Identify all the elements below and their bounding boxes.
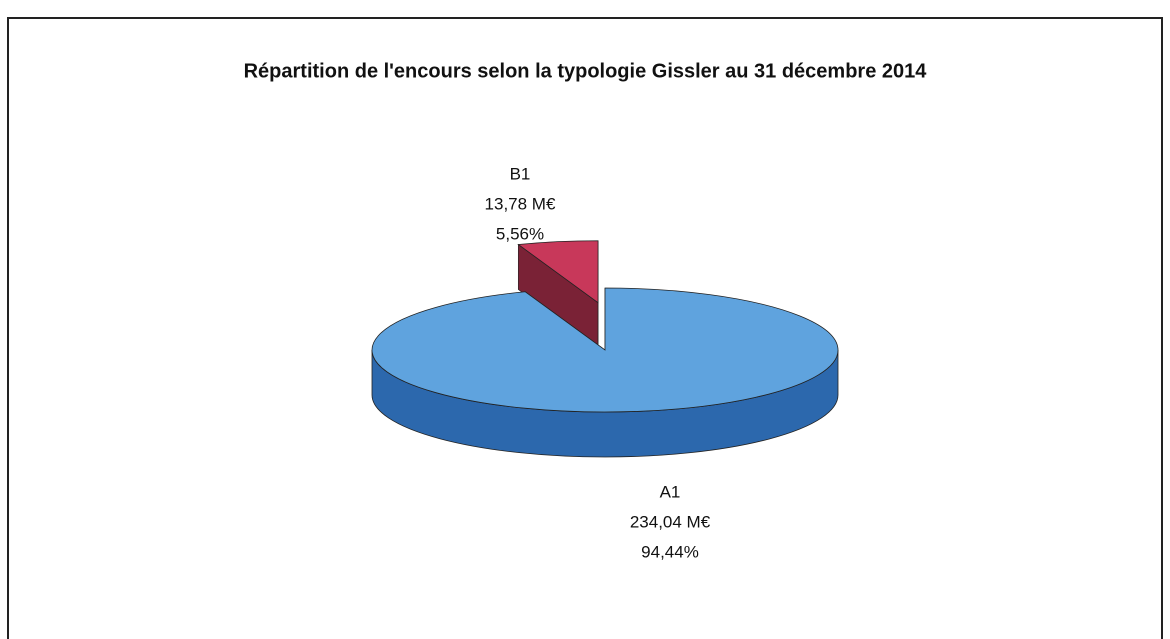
slice [371,287,839,413]
percent-label: 94,44% [641,542,699,561]
slice-label: B1 [510,164,531,183]
slice-label: A1 [660,482,681,501]
value-label: 13,78 M€ [485,194,556,213]
percent-label: 5,56% [496,224,544,243]
value-label: 234,04 M€ [630,512,711,531]
slice [517,240,599,304]
chart-title: Répartition de l'encours selon la typolo… [244,60,928,82]
